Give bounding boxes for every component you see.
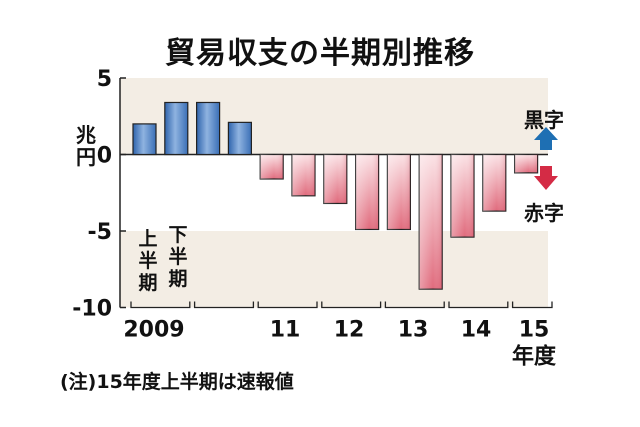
y-tick-label-0: 5 (97, 67, 112, 92)
bar-shade-2011上 (260, 154, 284, 179)
y-axis-unit-label: 兆円 (76, 123, 96, 169)
bar-shade-2014下 (482, 154, 506, 212)
bar-shade-2013下 (419, 154, 443, 290)
bar-shade-2011下 (292, 154, 315, 196)
legend-surplus-label: 黒字 (524, 108, 564, 132)
bar-shade-2012下 (355, 154, 379, 230)
surplus-arrow-icon (534, 127, 558, 150)
y-tick-label-3: -10 (72, 297, 112, 322)
y-tick-label-2: -5 (88, 220, 112, 245)
bar-2010上 (196, 101, 221, 156)
bar-shade-2014上 (451, 154, 474, 238)
year-bracket-5 (448, 301, 509, 309)
y-tick-label-1: 0 (97, 144, 112, 169)
x-tick-label-5: 15 (519, 318, 550, 343)
bar-2010下 (227, 121, 252, 156)
x-tick-label-2: 12 (334, 318, 365, 343)
bar-shade-2013上 (387, 154, 411, 230)
year-bracket-1 (193, 301, 255, 309)
bar-shade-2012上 (323, 154, 347, 204)
year-bracket-0 (130, 301, 191, 309)
background-band-1 (120, 231, 548, 308)
legend-deficit-label: 赤字 (524, 201, 564, 225)
x-tick-label-4: 14 (461, 318, 492, 343)
year-bracket-2 (257, 301, 318, 309)
year-bracket-4 (384, 301, 445, 309)
x-unit-label: 年度 (512, 344, 557, 370)
year-bracket-6 (511, 301, 553, 309)
bar-shade-2015上 (514, 154, 538, 173)
bar-2009下 (164, 101, 189, 156)
bar-2009上 (132, 123, 157, 156)
half-label-first: 上半期 (138, 228, 158, 294)
background-band-0 (120, 78, 548, 155)
year-bracket-3 (321, 301, 382, 309)
chart-title: 貿易収支の半期別推移 (165, 36, 475, 71)
half-label-second: 下半期 (168, 224, 188, 290)
deficit-arrow-icon (534, 166, 558, 190)
x-tick-label-1: 11 (270, 318, 301, 343)
x-tick-label-3: 13 (398, 318, 429, 343)
footnote: (注)15年度上半期は速報値 (60, 371, 294, 393)
x-tick-label-0: 2009 (123, 318, 184, 343)
